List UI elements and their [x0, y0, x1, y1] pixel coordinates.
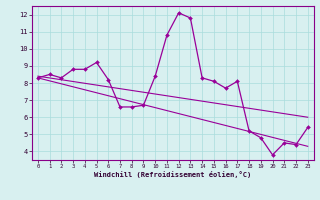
X-axis label: Windchill (Refroidissement éolien,°C): Windchill (Refroidissement éolien,°C): [94, 171, 252, 178]
